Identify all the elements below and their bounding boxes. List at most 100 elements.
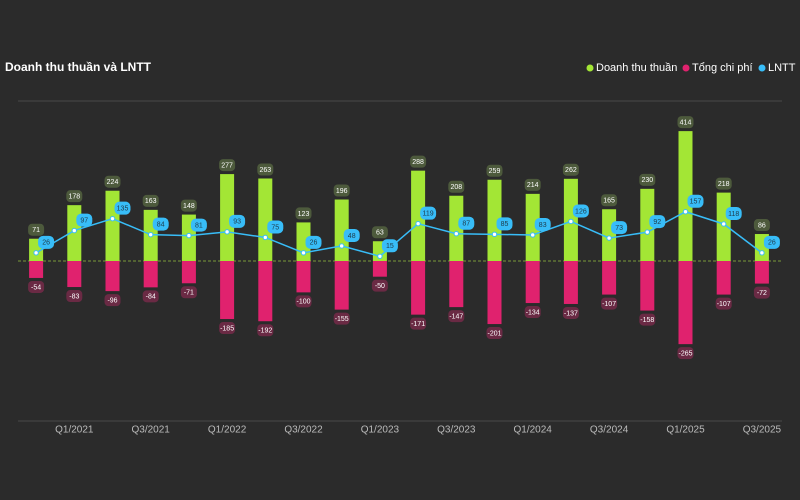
bar bbox=[258, 178, 273, 261]
label-box bbox=[371, 226, 388, 239]
label-box bbox=[305, 235, 322, 249]
line-point bbox=[491, 231, 498, 238]
label-box bbox=[66, 290, 83, 303]
label-box bbox=[601, 297, 618, 310]
x-tick-label: Q1/2022 bbox=[208, 425, 247, 436]
value-label: -71 bbox=[184, 290, 194, 297]
label-box bbox=[524, 178, 541, 191]
bar bbox=[716, 261, 731, 295]
value-label: 92 bbox=[653, 219, 661, 226]
label-box bbox=[267, 220, 284, 234]
value-label: 126 bbox=[575, 208, 587, 215]
value-label: 259 bbox=[489, 168, 501, 175]
label-box bbox=[104, 294, 121, 307]
label-box bbox=[562, 163, 579, 176]
label-box bbox=[343, 228, 360, 242]
value-label: 84 bbox=[157, 221, 165, 228]
line-point bbox=[606, 235, 612, 241]
value-label: -155 bbox=[335, 316, 349, 323]
legend-marker bbox=[758, 64, 766, 72]
line-point bbox=[148, 231, 154, 238]
value-label: 123 bbox=[298, 211, 310, 218]
x-tick-label: Q3/2023 bbox=[437, 425, 476, 436]
label-box bbox=[715, 177, 732, 190]
label-box bbox=[448, 180, 465, 193]
chart-title: Doanh thu thuần và LNTT bbox=[5, 60, 152, 74]
bar bbox=[181, 261, 196, 284]
line-point bbox=[109, 215, 116, 222]
value-label: 85 bbox=[501, 221, 509, 228]
bar bbox=[143, 261, 158, 288]
x-tick-label: Q1/2023 bbox=[361, 425, 400, 436]
line-point bbox=[644, 229, 650, 235]
line-point bbox=[415, 220, 421, 227]
label-box bbox=[458, 216, 475, 230]
line-point bbox=[262, 234, 268, 241]
value-label: -201 bbox=[487, 330, 501, 337]
line-point bbox=[721, 221, 727, 227]
value-label: -50 bbox=[375, 283, 385, 290]
label-box bbox=[486, 327, 503, 340]
legend-label: Doanh thu thuần bbox=[596, 62, 677, 74]
bar bbox=[105, 261, 120, 292]
label-box bbox=[534, 217, 551, 231]
value-label: 214 bbox=[527, 182, 539, 189]
value-label: 414 bbox=[680, 119, 692, 126]
value-label: -84 bbox=[146, 294, 156, 301]
label-box bbox=[219, 159, 236, 172]
value-label: 277 bbox=[221, 162, 233, 169]
value-label: -192 bbox=[258, 328, 272, 335]
label-box bbox=[715, 297, 732, 310]
bar bbox=[640, 261, 655, 311]
line bbox=[35, 210, 763, 258]
label-box bbox=[410, 155, 427, 168]
line-point bbox=[186, 232, 192, 239]
label-box bbox=[687, 194, 704, 208]
label-box bbox=[639, 313, 656, 326]
value-label: -100 bbox=[296, 299, 310, 306]
line-point bbox=[682, 209, 689, 215]
x-tick-label: Q3/2025 bbox=[743, 425, 782, 436]
x-tick-label: Q1/2025 bbox=[666, 425, 705, 436]
bar bbox=[640, 188, 655, 261]
bar bbox=[449, 261, 464, 308]
label-box bbox=[38, 235, 55, 249]
value-label: -96 bbox=[107, 297, 117, 304]
value-label: 73 bbox=[615, 225, 623, 232]
value-label: -171 bbox=[411, 321, 425, 328]
label-box bbox=[142, 194, 159, 207]
bar bbox=[487, 179, 502, 261]
label-box bbox=[486, 164, 503, 177]
bar bbox=[678, 261, 693, 345]
bar bbox=[754, 261, 769, 284]
line-point bbox=[339, 243, 345, 249]
bar bbox=[487, 261, 502, 325]
legend-label: Tổng chi phí bbox=[692, 62, 753, 74]
value-label: 148 bbox=[183, 203, 195, 210]
line-point bbox=[33, 250, 39, 256]
value-label: 163 bbox=[145, 198, 157, 205]
value-label: 135 bbox=[117, 205, 129, 212]
value-label: 48 bbox=[348, 233, 356, 240]
value-label: -137 bbox=[564, 310, 578, 317]
value-label: 230 bbox=[641, 177, 653, 184]
value-label: 208 bbox=[450, 184, 462, 191]
label-box bbox=[152, 217, 169, 231]
value-label: -134 bbox=[526, 309, 540, 316]
label-box bbox=[295, 207, 312, 220]
value-label: 15 bbox=[386, 243, 394, 250]
value-label: 218 bbox=[718, 181, 730, 188]
label-box bbox=[295, 295, 312, 308]
line-point bbox=[71, 227, 78, 234]
value-label: 83 bbox=[539, 222, 547, 229]
label-box bbox=[649, 215, 666, 229]
legend-marker bbox=[682, 64, 690, 72]
bar bbox=[411, 170, 426, 261]
label-box bbox=[229, 214, 246, 228]
label-box bbox=[257, 163, 274, 176]
value-label: 81 bbox=[195, 222, 203, 229]
value-label: 26 bbox=[310, 240, 318, 247]
label-box bbox=[639, 173, 656, 186]
bar bbox=[29, 261, 44, 278]
value-label: 119 bbox=[423, 211, 434, 218]
